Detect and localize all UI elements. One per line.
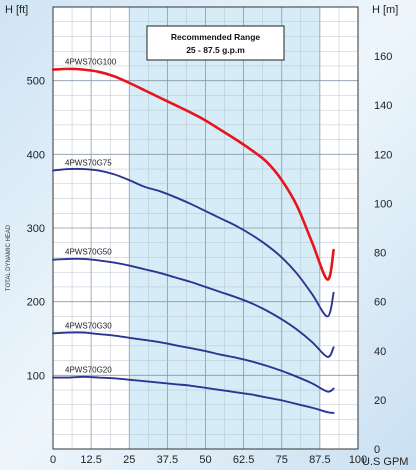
series-label-4pws70g50: 4PWS70G50	[65, 248, 112, 257]
x-tick-labels: 0 12.5 25 37.5 50 62.5 75 87.5 100	[50, 454, 367, 466]
y2-tick-label: 20	[374, 395, 386, 407]
series-layer	[51, 67, 335, 414]
series-label-4pws70g100: 4PWS70G100	[65, 58, 117, 67]
left-axis-label: H [ft]	[5, 4, 28, 16]
series-line-4pws70g30	[52, 331, 335, 393]
right-axis-label: H [m]	[372, 4, 398, 16]
x-unit-label: U.S GPM	[362, 456, 408, 468]
series-line-4pws70g20	[52, 375, 335, 414]
series-line-4pws70g100	[51, 67, 335, 281]
y2-tick-label: 40	[374, 346, 386, 358]
y2-tick-label: 120	[374, 149, 392, 161]
y2-tick-label: 80	[374, 248, 386, 260]
recommended-range-annotation: Recommended Range 25 - 87.5 g.p.m	[146, 25, 285, 61]
x-tick-label: 75	[276, 454, 288, 466]
x-tick-label: 37.5	[157, 454, 178, 466]
x-tick-label: 25	[123, 454, 135, 466]
x-tick-label: 87.5	[309, 454, 330, 466]
y2-tick-label: 0	[374, 444, 380, 456]
y2-tick-label: 140	[374, 100, 392, 112]
y-tick-label: 100	[27, 370, 45, 382]
y-tick-labels: 100 200 300 400 500	[27, 76, 45, 383]
y-tick-label: 300	[27, 223, 45, 235]
y2-tick-label: 100	[374, 198, 392, 210]
annotation-title: Recommended Range	[171, 32, 261, 42]
total-dynamic-head-label: TOTAL DYNAMIC HEAD	[6, 224, 12, 291]
y2-tick-label: 60	[374, 297, 386, 309]
annotation-subtitle: 25 - 87.5 g.p.m	[186, 45, 245, 55]
x-tick-label: 62.5	[233, 454, 254, 466]
series-label-4pws70g75: 4PWS70G75	[65, 159, 112, 168]
series-line-4pws70g75	[52, 167, 335, 318]
annotation-box	[146, 25, 285, 61]
x-tick-label: 50	[199, 454, 211, 466]
series-line-4pws70g50	[52, 257, 335, 358]
x-tick-label: 100	[349, 454, 367, 466]
y-tick-label: 500	[27, 76, 45, 88]
y2-tick-label: 160	[374, 51, 392, 63]
series-label-4pws70g20: 4PWS70G20	[65, 366, 112, 375]
x-tick-label: 12.5	[80, 454, 101, 466]
y-tick-label: 400	[27, 149, 45, 161]
y-tick-label: 200	[27, 297, 45, 309]
x-tick-label: 0	[50, 454, 56, 466]
plot-frame	[52, 6, 359, 450]
y2-tick-labels: 0 20 40 60 80 100 120 140 160	[374, 51, 392, 456]
series-labels: 4PWS70G100 4PWS70G75 4PWS70G50 4PWS70G30 4PW…	[65, 58, 117, 375]
series-label-4pws70g30: 4PWS70G30	[65, 321, 112, 330]
